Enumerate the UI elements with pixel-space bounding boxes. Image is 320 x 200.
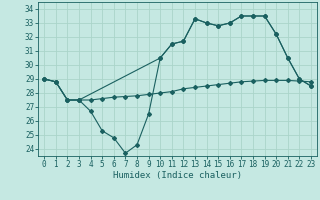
X-axis label: Humidex (Indice chaleur): Humidex (Indice chaleur) [113, 171, 242, 180]
